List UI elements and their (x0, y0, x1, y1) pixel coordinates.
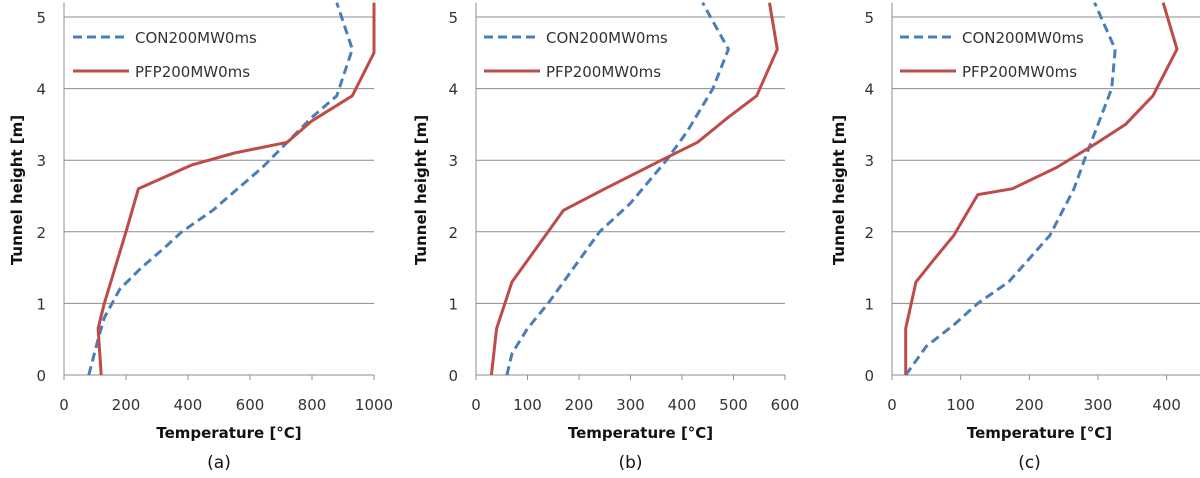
y-tick-label: 0 (36, 367, 46, 385)
legend-label: CON200MW0ms (962, 29, 1084, 47)
x-tick-label: 300 (1084, 396, 1113, 414)
legend-label: CON200MW0ms (546, 29, 668, 47)
y-tick-label: 2 (864, 224, 874, 242)
y-tick-label: 1 (864, 295, 874, 313)
y-tick-label: 2 (448, 224, 458, 242)
x-tick-label: 200 (1015, 396, 1044, 414)
chart-panel-b: 0 1 2 3 4 5 0 100 200 300 400 500 600 Temperature [°C… (412, 3, 799, 473)
x-axis-title: Temperature [°C] (156, 424, 301, 442)
legend-label: CON200MW0ms (135, 29, 257, 47)
series-line-con200mw0ms (507, 3, 729, 375)
x-tick-label: 300 (616, 396, 645, 414)
y-tick-label: 4 (448, 81, 458, 99)
panel-caption: (a) (207, 453, 231, 473)
y-tick-label: 4 (864, 81, 874, 99)
x-tick-label: 500 (719, 396, 748, 414)
y-tick-label: 4 (36, 81, 46, 99)
x-tick-label: 400 (668, 396, 697, 414)
x-tick-label: 600 (771, 396, 800, 414)
x-tick-label: 0 (59, 396, 69, 414)
y-tick-label: 5 (448, 9, 458, 27)
panel-caption: (b) (618, 453, 642, 473)
chart-panel-a: 0 1 2 3 4 5 0 200 400 600 800 1000 Temperature [°C] T… (8, 3, 393, 473)
y-tick-label: 3 (448, 152, 458, 170)
y-axis-title: Tunnel height [m] (8, 115, 26, 265)
y-tick-label: 0 (864, 367, 874, 385)
x-axis-title: Temperature [°C] (568, 424, 713, 442)
x-tick-label: 1000 (355, 396, 393, 414)
x-tick-label: 100 (946, 396, 975, 414)
y-tick-label: 2 (36, 224, 46, 242)
x-tick-label: 0 (471, 396, 481, 414)
x-tick-label: 200 (112, 396, 141, 414)
x-tick-label: 100 (513, 396, 542, 414)
chart-panel-c: 0 1 2 3 4 5 0 100 200 300 400 Temperature [°C] Tunne… (830, 3, 1200, 473)
x-tick-label: 400 (1152, 396, 1181, 414)
x-tick-label: 200 (565, 396, 594, 414)
legend-label: PFP200MW0ms (135, 63, 250, 81)
x-tick-label: 0 (887, 396, 897, 414)
y-tick-label: 1 (36, 295, 46, 313)
y-tick-label: 3 (36, 152, 46, 170)
x-axis-title: Temperature [°C] (967, 424, 1112, 442)
series-line-con200mw0ms (89, 3, 353, 375)
legend-label: PFP200MW0ms (962, 63, 1077, 81)
y-tick-label: 5 (36, 9, 46, 27)
y-tick-label: 0 (448, 367, 458, 385)
x-tick-label: 400 (174, 396, 203, 414)
x-tick-label: 800 (298, 396, 327, 414)
legend-label: PFP200MW0ms (546, 63, 661, 81)
y-axis-title: Tunnel height [m] (830, 115, 848, 265)
y-tick-label: 5 (864, 9, 874, 27)
x-tick-label: 600 (236, 396, 265, 414)
y-tick-label: 1 (448, 295, 458, 313)
y-tick-label: 3 (864, 152, 874, 170)
panel-caption: (c) (1018, 453, 1041, 473)
y-axis-title: Tunnel height [m] (412, 115, 430, 265)
series-line-pfp200mw0ms (906, 3, 1177, 375)
